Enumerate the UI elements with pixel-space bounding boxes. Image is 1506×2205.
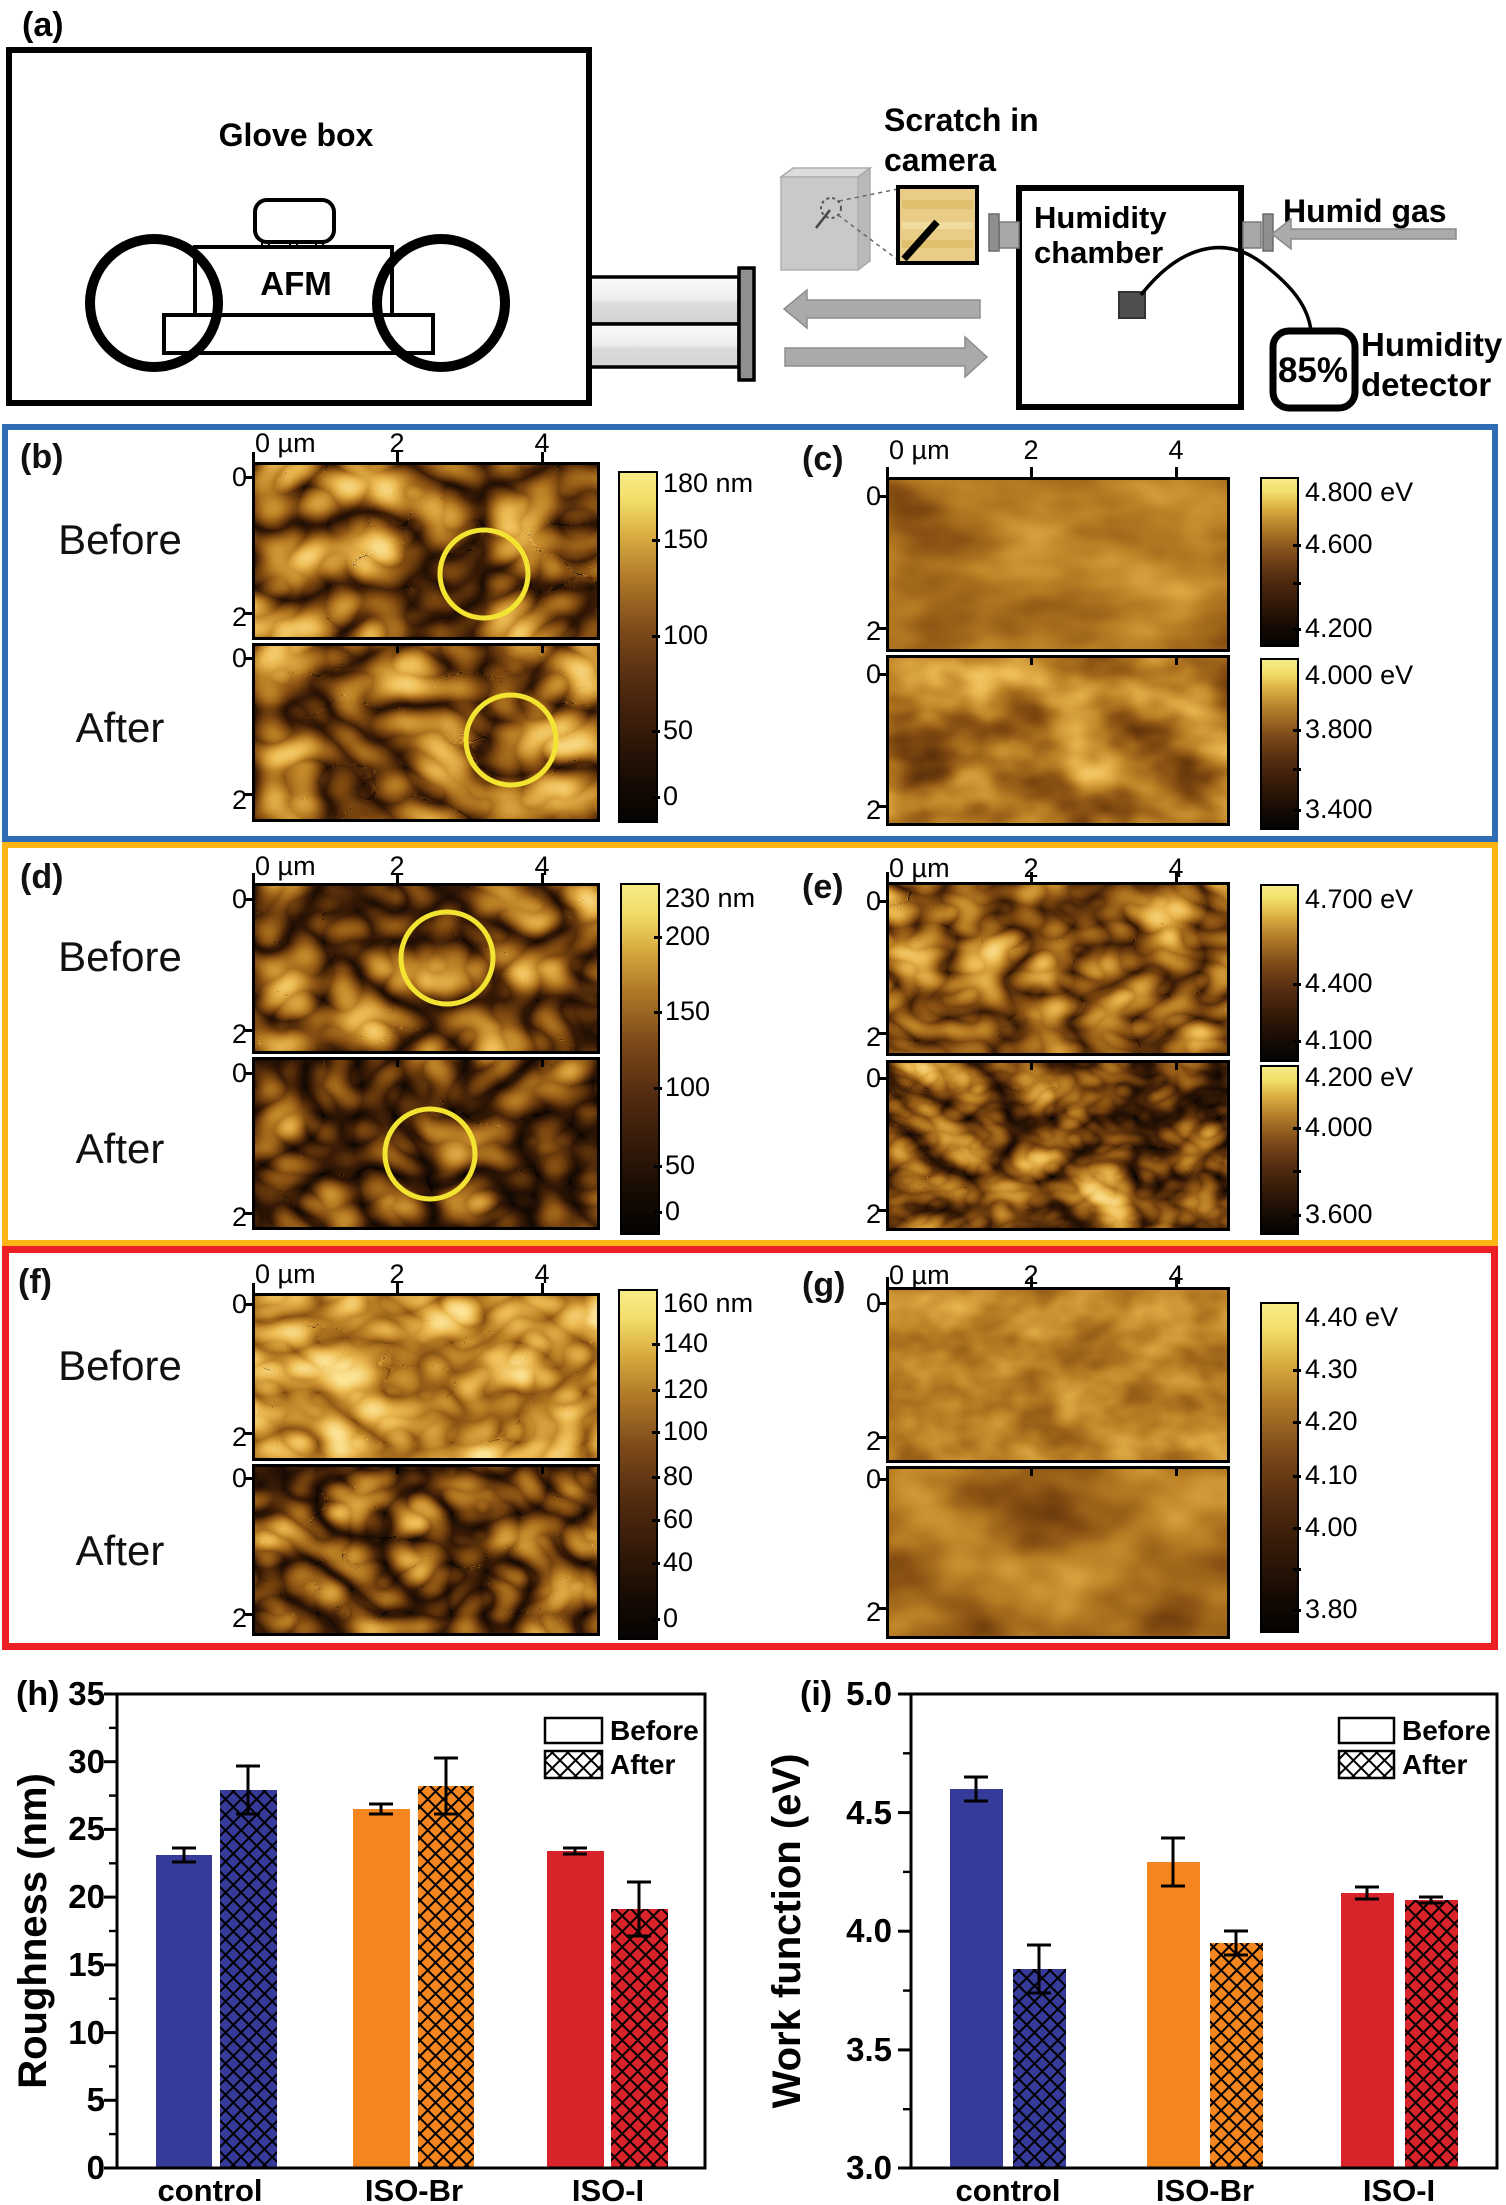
svg-text:camera: camera — [884, 142, 996, 178]
svg-text:AFM: AFM — [260, 265, 331, 302]
svg-text:ISO-Br: ISO-Br — [1156, 2173, 1254, 2205]
svg-text:chamber: chamber — [1034, 235, 1163, 270]
svg-text:Scratch in: Scratch in — [884, 102, 1039, 138]
svg-text:4.5: 4.5 — [846, 1794, 892, 1831]
svg-text:35: 35 — [68, 1675, 105, 1712]
svg-text:ISO-Br: ISO-Br — [365, 2173, 463, 2205]
svg-text:20: 20 — [68, 1878, 105, 1915]
svg-text:0: 0 — [87, 2149, 105, 2186]
svg-text:(h): (h) — [16, 1675, 59, 1713]
svg-text:Work function (eV): Work function (eV) — [765, 1754, 809, 2109]
svg-text:Humidity: Humidity — [1361, 326, 1503, 363]
svg-text:Humidity: Humidity — [1034, 200, 1167, 235]
svg-text:ISO-I: ISO-I — [1363, 2173, 1435, 2205]
svg-text:After: After — [610, 1749, 675, 1780]
svg-text:25: 25 — [68, 1810, 105, 1847]
svg-text:4.0: 4.0 — [846, 1912, 892, 1949]
svg-text:3.0: 3.0 — [846, 2149, 892, 2186]
svg-text:Humid gas: Humid gas — [1283, 193, 1447, 229]
svg-text:(i): (i) — [800, 1675, 832, 1713]
svg-text:Roughness (nm): Roughness (nm) — [11, 1773, 55, 2089]
svg-text:(a): (a) — [22, 6, 64, 44]
svg-text:control: control — [157, 2173, 262, 2205]
svg-text:15: 15 — [68, 1946, 105, 1983]
svg-text:85%: 85% — [1278, 351, 1348, 390]
svg-text:ISO-I: ISO-I — [572, 2173, 644, 2205]
svg-text:After: After — [1402, 1749, 1467, 1780]
svg-text:Glove box: Glove box — [219, 117, 374, 153]
svg-text:3.5: 3.5 — [846, 2031, 892, 2068]
svg-text:control: control — [955, 2173, 1060, 2205]
svg-text:30: 30 — [68, 1743, 105, 1780]
svg-text:Before: Before — [610, 1715, 699, 1746]
svg-text:10: 10 — [68, 2014, 105, 2051]
svg-text:Before: Before — [1402, 1715, 1491, 1746]
svg-text:5.0: 5.0 — [846, 1675, 892, 1712]
svg-text:detector: detector — [1361, 366, 1491, 403]
svg-text:5: 5 — [87, 2081, 105, 2118]
